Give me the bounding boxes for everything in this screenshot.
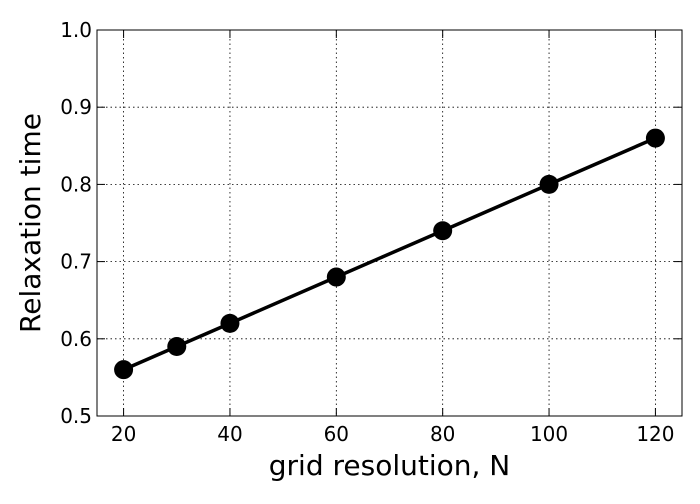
x-tick-label: 80: [430, 422, 455, 446]
data-point: [167, 337, 187, 357]
x-axis-label: grid resolution, N: [269, 449, 511, 482]
tick-layer: 20 40 60 80 100 120 0.5 0.6 0.7 0.8 0.9 1.0: [60, 18, 682, 446]
data-point: [539, 174, 559, 194]
grid-layer: [97, 29, 682, 417]
x-tick-label: 120: [636, 422, 674, 446]
x-tick-label: 40: [217, 422, 242, 446]
y-tick-label: 0.8: [60, 172, 92, 196]
x-tick-label: 20: [111, 422, 136, 446]
data-point: [645, 128, 665, 148]
y-tick-label: 0.7: [60, 250, 92, 274]
data-point: [220, 313, 240, 333]
series-layer: [114, 128, 665, 380]
y-tick-label: 0.6: [60, 327, 92, 351]
data-point: [433, 221, 453, 241]
y-tick-label: 1.0: [60, 18, 92, 42]
y-tick-label: 0.9: [60, 95, 92, 119]
y-axis-label: Relaxation time: [14, 113, 47, 333]
x-tick-label: 60: [324, 422, 349, 446]
data-point: [326, 267, 346, 287]
series-line: [122, 136, 657, 372]
x-tick-label: 100: [530, 422, 568, 446]
y-tick-label: 0.5: [60, 404, 92, 428]
data-point: [114, 360, 134, 380]
plot-frame: [96, 29, 683, 417]
